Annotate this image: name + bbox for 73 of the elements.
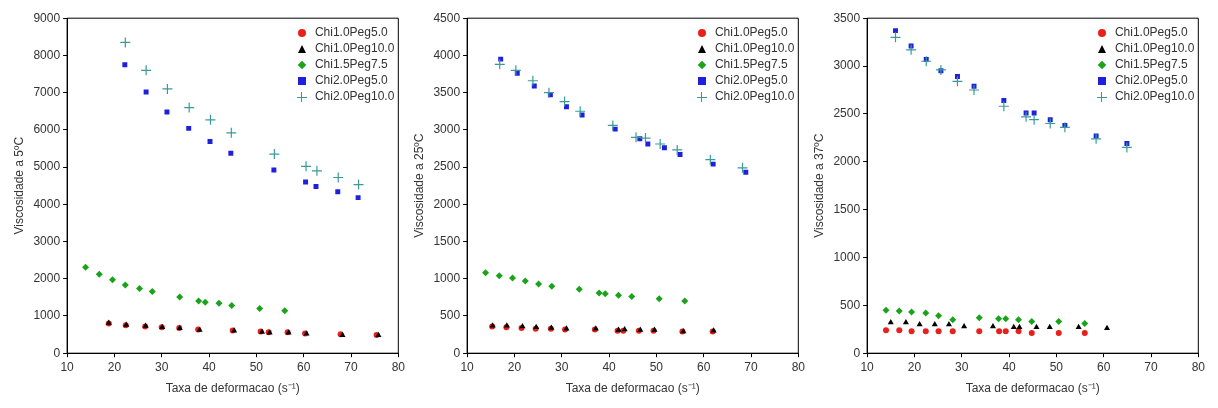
y-tick-label: 4000 bbox=[33, 196, 61, 211]
x-axis-title: Taxa de deformacao (s⁻¹) bbox=[965, 381, 1100, 396]
legend-label: Chi2.0Peg10.0 bbox=[1114, 89, 1195, 104]
x-tick-label: 50 bbox=[649, 359, 664, 374]
y-tick-label: 1000 bbox=[433, 271, 461, 286]
legend-label: Chi1.0Peg5.0 bbox=[314, 25, 388, 40]
y-axis-title: Viscosidade a 5ºC bbox=[11, 136, 26, 235]
x-tick-label: 80 bbox=[391, 359, 406, 374]
x-tick-label: 40 bbox=[602, 359, 617, 374]
legend-label: Chi1.0Peg5.0 bbox=[1114, 25, 1188, 40]
x-tick-label: 30 bbox=[155, 359, 169, 374]
x-tick-label: 50 bbox=[249, 359, 264, 374]
x-tick-label: 60 bbox=[697, 359, 711, 374]
x-tick-label: 60 bbox=[297, 359, 311, 374]
y-tick-label: 500 bbox=[840, 297, 861, 312]
y-tick-label: 4500 bbox=[433, 10, 461, 25]
y-tick-label: 3000 bbox=[833, 58, 861, 73]
legend-label: Chi1.5Peg7.5 bbox=[1114, 57, 1188, 72]
x-tick-label: 40 bbox=[202, 359, 217, 374]
x-tick-label: 20 bbox=[507, 359, 522, 374]
x-tick-label: 50 bbox=[1049, 359, 1064, 374]
x-tick-label: 70 bbox=[1144, 359, 1158, 374]
y-tick-label: 500 bbox=[440, 308, 461, 323]
y-tick-label: 6000 bbox=[33, 122, 61, 137]
y-axis-title: Viscosidade a 37ºC bbox=[811, 133, 826, 238]
y-tick-label: 2000 bbox=[433, 196, 461, 211]
legend-label: Chi1.5Peg7.5 bbox=[314, 57, 388, 72]
y-tick-label: 1500 bbox=[433, 233, 461, 248]
x-tick-label: 70 bbox=[744, 359, 758, 374]
y-tick-label: 1000 bbox=[33, 308, 61, 323]
y-tick-label: 2000 bbox=[33, 271, 61, 286]
y-tick-label: 3000 bbox=[433, 122, 461, 137]
legend-label: Chi1.0Peg10.0 bbox=[1114, 41, 1195, 56]
y-axis-title: Viscosidade a 25ºC bbox=[411, 133, 426, 238]
x-tick-label: 70 bbox=[344, 359, 358, 374]
x-tick-label: 10 bbox=[460, 359, 475, 374]
y-tick-label: 2500 bbox=[833, 106, 861, 121]
legend-label: Chi1.0Peg10.0 bbox=[314, 41, 395, 56]
y-tick-label: 0 bbox=[853, 345, 861, 360]
y-tick-label: 1000 bbox=[833, 249, 861, 264]
legend-label: Chi2.0Peg5.0 bbox=[314, 73, 388, 88]
x-tick-label: 20 bbox=[907, 359, 922, 374]
x-tick-label: 40 bbox=[1002, 359, 1017, 374]
y-tick-label: 3500 bbox=[433, 84, 461, 99]
y-tick-label: 1500 bbox=[833, 201, 861, 216]
x-tick-label: 80 bbox=[1191, 359, 1206, 374]
y-tick-label: 2000 bbox=[833, 154, 861, 169]
y-tick-label: 3000 bbox=[33, 233, 61, 248]
x-tick-label: 20 bbox=[107, 359, 122, 374]
y-tick-label: 3500 bbox=[833, 10, 861, 25]
y-tick-label: 9000 bbox=[33, 10, 61, 25]
x-axis-title: Taxa de deformacao (s⁻¹) bbox=[565, 381, 700, 396]
legend-label: Chi1.0Peg5.0 bbox=[714, 25, 788, 40]
y-tick-label: 7000 bbox=[33, 84, 61, 99]
x-tick-label: 60 bbox=[1097, 359, 1111, 374]
x-tick-label: 10 bbox=[860, 359, 875, 374]
legend-label: Chi2.0Peg5.0 bbox=[1114, 73, 1188, 88]
y-tick-label: 5000 bbox=[33, 159, 61, 174]
legend-label: Chi2.0Peg5.0 bbox=[714, 73, 788, 88]
y-tick-label: 2500 bbox=[433, 159, 461, 174]
y-tick-label: 4000 bbox=[433, 47, 461, 62]
legend-label: Chi2.0Peg10.0 bbox=[314, 89, 395, 104]
x-tick-label: 80 bbox=[791, 359, 806, 374]
x-axis-title: Taxa de deformacao (s⁻¹) bbox=[165, 381, 300, 396]
legend-label: Chi2.0Peg10.0 bbox=[714, 89, 795, 104]
x-tick-label: 30 bbox=[955, 359, 969, 374]
legend-label: Chi1.5Peg7.5 bbox=[714, 57, 788, 72]
y-tick-label: 0 bbox=[53, 345, 61, 360]
x-tick-label: 10 bbox=[60, 359, 75, 374]
y-tick-label: 8000 bbox=[33, 47, 61, 62]
y-tick-label: 0 bbox=[453, 345, 461, 360]
x-tick-label: 30 bbox=[555, 359, 569, 374]
legend-label: Chi1.0Peg10.0 bbox=[714, 41, 795, 56]
